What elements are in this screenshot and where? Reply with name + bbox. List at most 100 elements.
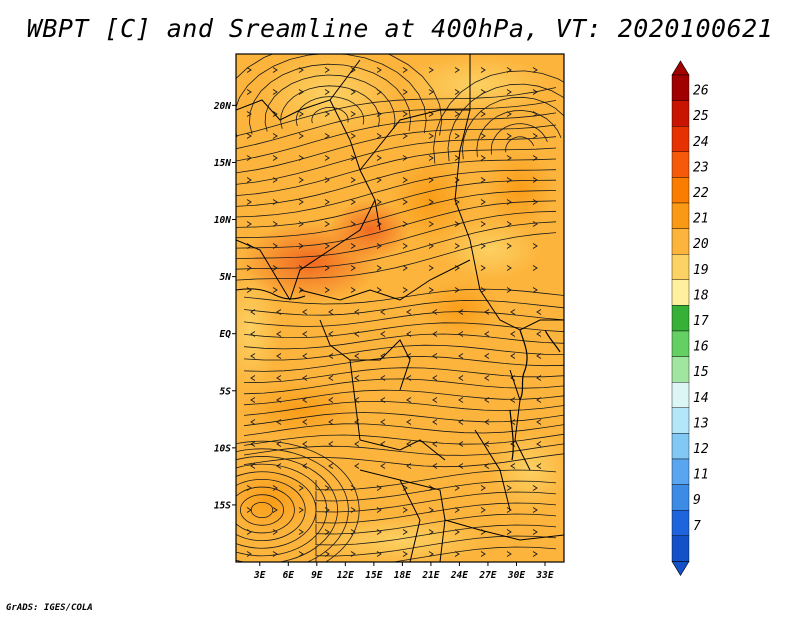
- streamline-arrow: [298, 111, 304, 117]
- streamline-arrow: [402, 133, 408, 139]
- streamline-arrow: [354, 331, 360, 337]
- streamline-arrow: [272, 551, 278, 557]
- streamline: [315, 502, 557, 524]
- streamline-arrow: [536, 463, 542, 469]
- colorbar-bottom-arrow: [671, 561, 690, 576]
- streamline: [236, 456, 338, 562]
- streamline-arrow: [350, 507, 356, 513]
- colorbar-segment: [671, 535, 690, 562]
- lon-label: 27E: [478, 570, 496, 581]
- colorbar-label: 22: [693, 186, 709, 201]
- streamline-arrow: [532, 287, 538, 293]
- lat-label: 15S: [214, 500, 231, 511]
- lat-label: 5N: [220, 272, 232, 283]
- colorbar: 26 25 24 23 22 21 20 19 18 17 16 15 14 13 12 11 9 7: [671, 60, 709, 576]
- colorbar-top-arrow: [671, 60, 690, 76]
- streamline-arrow: [480, 111, 486, 117]
- coastline-lakes: [509, 329, 561, 461]
- streamline-arrow: [428, 529, 434, 535]
- streamline-arrow: [506, 89, 512, 95]
- lon-label: 24E: [450, 570, 468, 581]
- streamline-arrow: [532, 89, 538, 95]
- streamline-arrow: [532, 485, 538, 491]
- streamline-arrow: [324, 529, 330, 535]
- streamline-arrow: [380, 353, 386, 359]
- streamline-arrow: [246, 221, 252, 227]
- streamline-arrow: [532, 155, 538, 161]
- colorbar-segment: [671, 433, 690, 460]
- streamline-arrow: [272, 507, 278, 513]
- colorbar-segment: [671, 510, 690, 537]
- streamline: [243, 322, 564, 339]
- streamline-arrow: [376, 287, 382, 293]
- streamline-arrow: [428, 507, 434, 513]
- streamline-arrow: [458, 375, 464, 381]
- lon-label: 9E: [311, 570, 323, 581]
- streamline-arrow: [350, 287, 356, 293]
- streamline-arrow: [328, 375, 334, 381]
- streamline-arrow: [354, 309, 360, 315]
- streamline: [243, 378, 564, 395]
- streamline-arrow: [324, 243, 330, 249]
- streamline-arrow: [272, 243, 278, 249]
- streamline: [243, 433, 564, 446]
- lon-label: 3E: [253, 570, 266, 581]
- streamline-arrow: [298, 155, 304, 161]
- streamline-arrow: [276, 353, 282, 359]
- streamline-arrow: [380, 375, 386, 381]
- streamline-arrow: [324, 287, 330, 293]
- streamline: [243, 423, 564, 436]
- streamline-arrow: [458, 331, 464, 337]
- streamline-arrow: [250, 353, 256, 359]
- streamline-arrow: [298, 133, 304, 139]
- streamline-arrow: [376, 199, 382, 205]
- streamline-arrow: [506, 485, 512, 491]
- streamline-arrow: [298, 67, 304, 73]
- streamline-arrow: [480, 287, 486, 293]
- streamline: [236, 448, 349, 562]
- streamline-arrow: [402, 67, 408, 73]
- streamline-arrow: [298, 551, 304, 557]
- streamline-arrow: [532, 507, 538, 513]
- streamline-arrow: [350, 551, 356, 557]
- streamline-arrow: [506, 67, 512, 73]
- streamline-arrow: [454, 89, 460, 95]
- streamline-arrow: [298, 89, 304, 95]
- streamline: [295, 96, 365, 127]
- streamline-arrow: [458, 463, 464, 469]
- streamline-arrow: [302, 309, 308, 315]
- streamline-arrow: [402, 529, 408, 535]
- lat-label: 10N: [214, 215, 231, 226]
- warm-region: [240, 380, 360, 440]
- streamline-arrow: [324, 265, 330, 271]
- streamline-arrow: [276, 463, 282, 469]
- streamline-arrow: [506, 199, 512, 205]
- streamline-arrow: [432, 441, 438, 447]
- streamline-arrow: [506, 551, 512, 557]
- streamline: [236, 479, 306, 541]
- streamline-arrow: [272, 265, 278, 271]
- streamline-arrow: [276, 331, 282, 337]
- warm-region: [236, 465, 315, 535]
- lon-label: 18E: [394, 570, 411, 581]
- streamline-arrow: [246, 155, 252, 161]
- colorbar-label: 17: [693, 314, 709, 329]
- streamline-arrow: [350, 199, 356, 205]
- streamline-arrow: [350, 67, 356, 73]
- axis-ticks: [232, 104, 546, 566]
- colorbar-label: 25: [693, 109, 709, 124]
- streamline-arrow: [532, 265, 538, 271]
- streamline-arrow: [354, 463, 360, 469]
- streamline-arrow: [350, 133, 356, 139]
- colorbar-label: 7: [693, 519, 701, 534]
- colorbar-label: 16: [693, 340, 709, 355]
- map-frame: [235, 53, 565, 563]
- streamline-arrow: [536, 397, 542, 403]
- streamline: [249, 63, 412, 135]
- streamline: [243, 311, 564, 327]
- streamline-arrow: [402, 177, 408, 183]
- streamline-arrow: [480, 67, 486, 73]
- streamline-arrow: [480, 265, 486, 271]
- streamline-arrow: [432, 419, 438, 425]
